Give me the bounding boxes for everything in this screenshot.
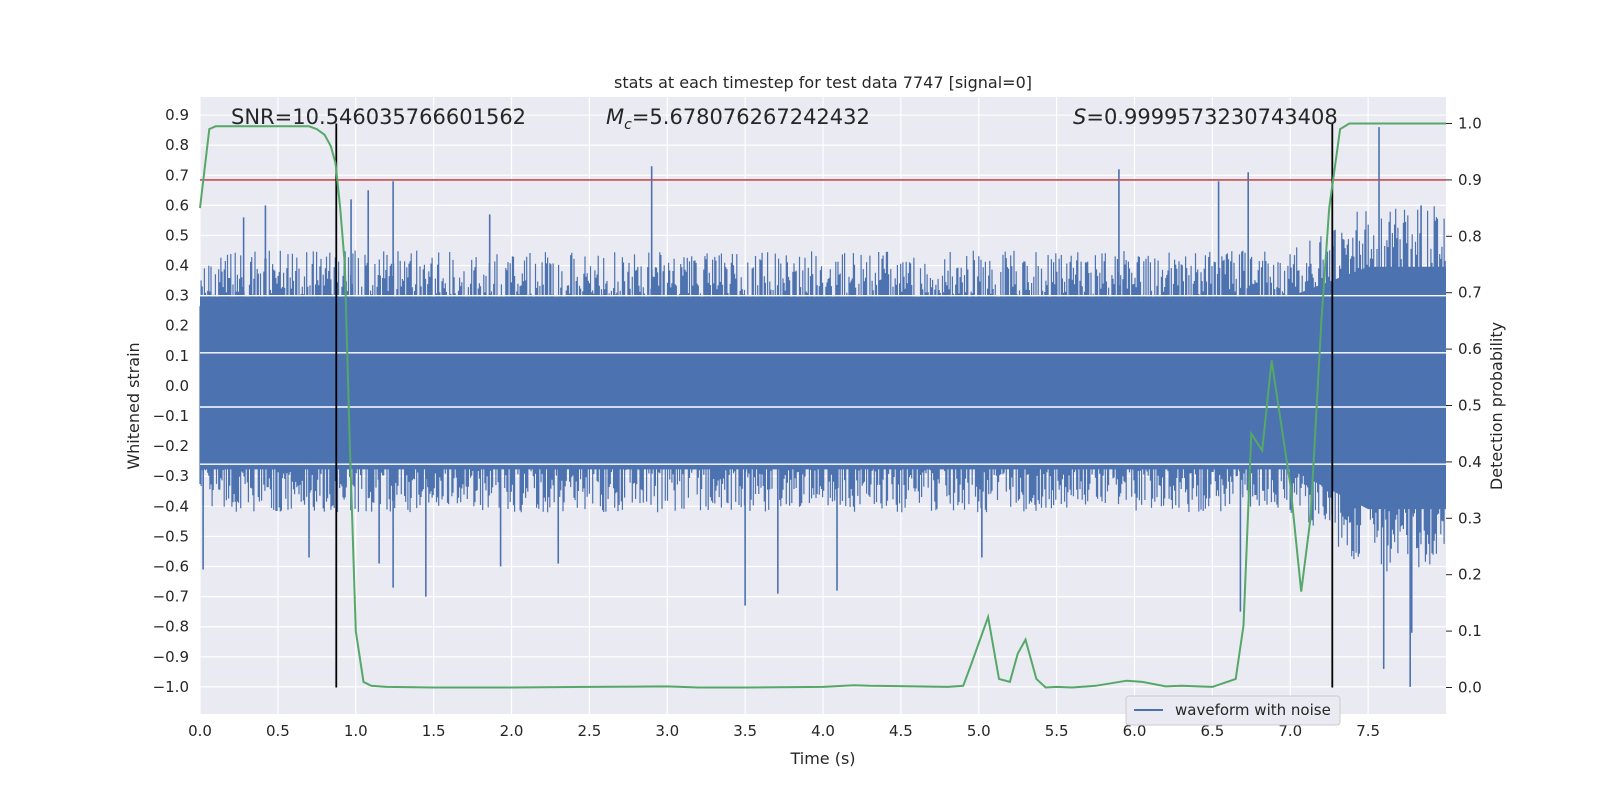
x-tick-label: 4.5 xyxy=(889,722,913,740)
y-tick-label: −1.0 xyxy=(153,678,189,696)
y-tick-label: 0.5 xyxy=(165,226,189,244)
vertical-lines xyxy=(335,123,1334,688)
s-annotation: S=0.9999573230743408 xyxy=(1073,105,1338,129)
y2-tick-label: 0.7 xyxy=(1458,284,1482,302)
y-tick-label: 0.9 xyxy=(165,106,189,124)
x-tick-labels: 0.0 0.5 1.0 1.5 2.0 2.5 3.0 3.5 4.0 4.5 5.0 5.5 6.0 6… xyxy=(188,722,1380,740)
y2-tick-label: 1.0 xyxy=(1458,115,1482,133)
y2-tick-label: 0.6 xyxy=(1458,340,1482,358)
y-tick-label: −0.4 xyxy=(153,497,189,515)
snr-annotation: SNR=10.546035766601562 xyxy=(231,105,526,129)
y2-tick-label: 0.2 xyxy=(1458,566,1482,584)
x-tick-label: 4.0 xyxy=(811,722,835,740)
x-tick-label: 1.0 xyxy=(344,722,368,740)
s-symbol: S xyxy=(1073,105,1086,129)
y-tick-label: −0.2 xyxy=(153,437,189,455)
legend: waveform with noise xyxy=(1125,695,1341,726)
mc-annotation: Mc=5.678076267242432 xyxy=(606,105,870,133)
y2-tick-label: 0.1 xyxy=(1458,622,1482,640)
y2-tick-label: 0.4 xyxy=(1458,453,1482,471)
chart-title: stats at each timestep for test data 774… xyxy=(614,73,1032,92)
x-tick-label: 5.0 xyxy=(967,722,991,740)
waveform-needles xyxy=(199,206,1446,572)
s-value: =0.9999573230743408 xyxy=(1086,105,1337,129)
horizontal-white-lines xyxy=(200,294,1446,465)
probability-series xyxy=(199,122,1446,689)
y-tick-label: −0.3 xyxy=(153,467,189,485)
y-axis-label: Whitened strain xyxy=(124,342,143,469)
y-tick-label: 0.7 xyxy=(165,166,189,184)
x-axis-label: Time (s) xyxy=(789,749,855,768)
mc-value: =5.678076267242432 xyxy=(632,105,870,129)
waveform-series xyxy=(199,127,1446,687)
y-tick-label: 0.3 xyxy=(165,287,189,305)
y-tick-label: −0.9 xyxy=(153,648,189,666)
x-tick-label: 3.0 xyxy=(655,722,679,740)
x-tick-label: 0.0 xyxy=(188,722,212,740)
y-tick-label: −0.1 xyxy=(153,407,189,425)
x-tick-label: 6.5 xyxy=(1200,722,1224,740)
x-tick-label: 2.5 xyxy=(577,722,601,740)
y-tick-label: 0.2 xyxy=(165,317,189,335)
y-tick-label: 0.1 xyxy=(165,347,189,365)
mc-subscript: c xyxy=(624,117,632,133)
y-tick-label: −0.8 xyxy=(153,618,189,636)
mc-symbol: M xyxy=(606,105,624,129)
x-tick-label: 7.5 xyxy=(1356,722,1380,740)
x-tick-label: 0.5 xyxy=(266,722,290,740)
y2-tick-label: 0.0 xyxy=(1458,678,1482,696)
x-tick-label: 5.5 xyxy=(1045,722,1069,740)
y-tick-label: 0.0 xyxy=(165,377,189,395)
y-tick-label: 0.8 xyxy=(165,136,189,154)
y-tick-labels: 0.9 0.8 0.7 0.6 0.5 0.4 0.3 0.2 0.1 0.0 −0.1 −0.2 −0… xyxy=(153,106,189,696)
y-tick-label: 0.6 xyxy=(165,196,189,214)
probability-line xyxy=(199,122,1446,689)
y2-tick-label: 0.8 xyxy=(1458,227,1482,245)
y2-tick-labels: 1.0 0.9 0.8 0.7 0.6 0.5 0.4 0.3 0.2 0.1 0.0 xyxy=(1446,115,1482,696)
y-tick-label: −0.6 xyxy=(153,558,189,576)
legend-box xyxy=(1125,695,1341,726)
y2-axis-label: Detection probability xyxy=(1487,322,1506,490)
y2-tick-label: 0.5 xyxy=(1458,397,1482,415)
y2-tick-label: 0.9 xyxy=(1458,171,1482,189)
y-tick-label: −0.7 xyxy=(153,588,189,606)
x-tick-label: 7.0 xyxy=(1278,722,1302,740)
y-tick-label: −0.5 xyxy=(153,527,189,545)
x-tick-label: 3.5 xyxy=(733,722,757,740)
y-tick-label: 0.4 xyxy=(165,257,189,275)
x-tick-label: 1.5 xyxy=(422,722,446,740)
x-tick-label: 6.0 xyxy=(1123,722,1147,740)
y2-tick-label: 0.3 xyxy=(1458,509,1482,527)
legend-label: waveform with noise xyxy=(1175,701,1331,719)
x-tick-label: 2.0 xyxy=(500,722,524,740)
